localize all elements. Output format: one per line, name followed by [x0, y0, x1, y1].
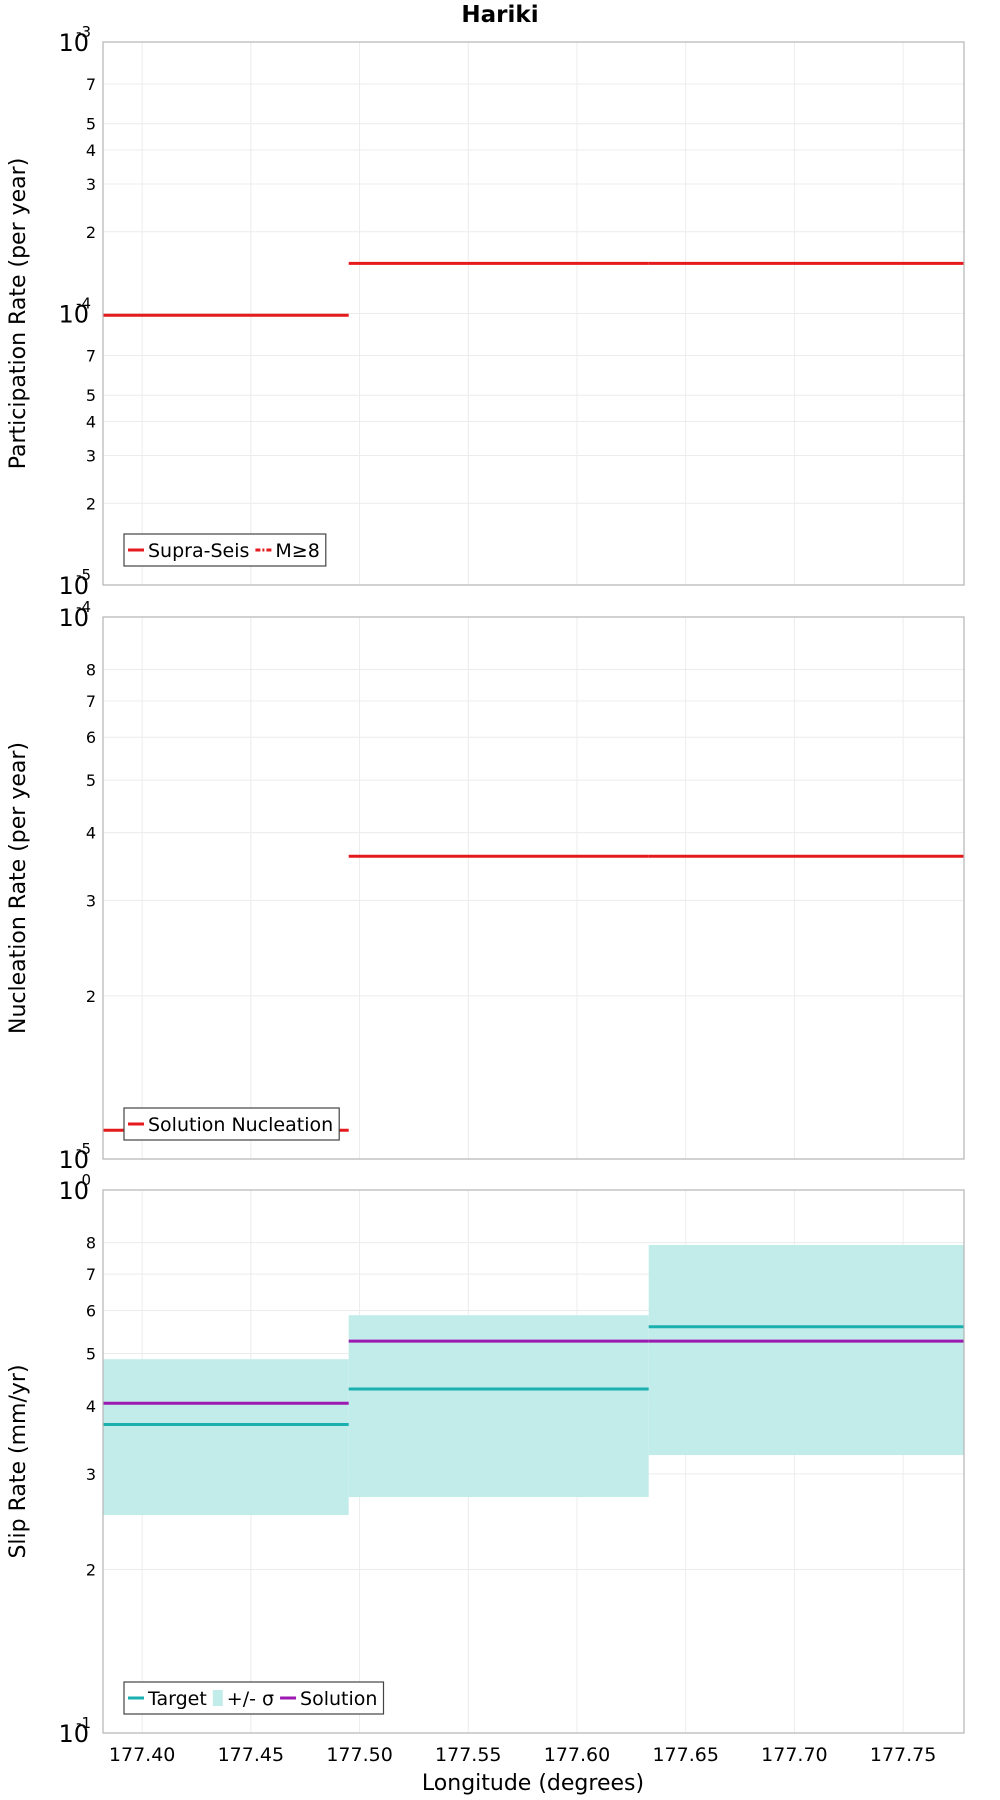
x-tick-label: 177.75: [870, 1744, 936, 1766]
y-major-tick-label: 10: [58, 572, 89, 600]
x-tick-label: 177.55: [435, 1744, 501, 1766]
x-tick-label: 177.50: [326, 1744, 392, 1766]
y-major-tick-label: 10: [58, 29, 89, 57]
y-minor-tick-label: 4: [86, 1397, 96, 1416]
y-major-tick-exponent: -3: [76, 23, 91, 41]
y-major-tick-exponent: -5: [76, 566, 91, 584]
chart-title: Hariki: [461, 2, 538, 28]
legend-frame: [123, 1681, 385, 1715]
x-tick-label: 177.40: [109, 1744, 175, 1766]
y-major-tick-exponent: 0: [81, 1171, 91, 1189]
legend: Supra-Seis M≥8: [123, 533, 327, 567]
x-tick-label: 177.60: [544, 1744, 610, 1766]
y-minor-tick-label: 3: [86, 1465, 96, 1484]
legend-entry-label: +/- σ: [227, 1688, 274, 1710]
y-major-tick-label: 10: [58, 1720, 89, 1748]
y-axis-label: Nucleation Rate (per year): [6, 742, 31, 1034]
y-minor-tick-label: 6: [86, 1301, 96, 1320]
y-axis-label: Slip Rate (mm/yr): [6, 1364, 31, 1558]
y-major-tick-exponent: -5: [76, 1140, 91, 1158]
y-minor-tick-label: 7: [86, 75, 96, 94]
x-tick-label: 177.70: [761, 1744, 827, 1766]
x-axis-label: Longitude (degrees): [422, 1771, 644, 1796]
legend-swatch: [212, 1690, 223, 1706]
plot-area: [103, 617, 964, 1159]
legend-frame: [123, 533, 327, 567]
y-minor-tick-label: 5: [86, 115, 96, 134]
y-minor-tick-label: 7: [86, 692, 96, 711]
y-axis-label: Participation Rate (per year): [6, 158, 31, 470]
y-minor-tick-label: 3: [86, 891, 96, 910]
y-minor-tick-label: 4: [86, 141, 96, 160]
y-minor-tick-label: 4: [86, 824, 96, 843]
y-minor-tick-label: 7: [86, 347, 96, 366]
y-minor-tick-label: 8: [86, 1234, 96, 1253]
y-minor-tick-label: 6: [86, 728, 96, 747]
y-minor-tick-label: 2: [86, 987, 96, 1006]
y-minor-tick-label: 2: [86, 223, 96, 242]
legend: Target +/- σ Solution: [123, 1681, 385, 1715]
legend-entry-label: Target: [147, 1688, 207, 1710]
plot-frame: [102, 41, 965, 586]
legend-entry-label: Solution: [300, 1688, 377, 1710]
y-minor-tick-label: 5: [86, 771, 96, 790]
y-minor-tick-label: 7: [86, 1265, 96, 1284]
y-minor-tick-label: 4: [86, 413, 96, 432]
y-minor-tick-label: 2: [86, 1561, 96, 1580]
y-major-tick-label: 10: [58, 1177, 89, 1205]
y-minor-tick-label: 5: [86, 1344, 96, 1363]
legend-frame: [123, 1107, 340, 1141]
y-minor-tick-label: 3: [86, 446, 96, 465]
plot-frame: [102, 616, 965, 1160]
y-major-tick-exponent: -4: [76, 295, 91, 313]
y-minor-tick-label: 3: [86, 175, 96, 194]
y-major-tick-label: 10: [58, 1146, 89, 1174]
y-major-tick-label: 10: [58, 604, 89, 632]
sigma-band-0: [103, 1359, 349, 1516]
plot-frame: [102, 1189, 965, 1734]
legend-entry-label: Supra-Seis: [148, 540, 249, 562]
y-minor-tick-label: 8: [86, 661, 96, 680]
x-tick-label: 177.65: [652, 1744, 718, 1766]
y-major-tick-label: 10: [58, 301, 89, 329]
sigma-band-1: [348, 1315, 649, 1498]
y-minor-tick-label: 5: [86, 386, 96, 405]
sigma-band-2: [648, 1244, 964, 1456]
y-minor-tick-label: 2: [86, 494, 96, 513]
legend-entry-label: Solution Nucleation: [148, 1114, 333, 1136]
y-major-tick-exponent: -4: [76, 598, 91, 616]
y-major-tick-exponent: -1: [76, 1714, 91, 1732]
legend: Solution Nucleation: [123, 1107, 340, 1141]
legend-entry-label: M≥8: [275, 540, 319, 562]
x-tick-label: 177.45: [218, 1744, 284, 1766]
